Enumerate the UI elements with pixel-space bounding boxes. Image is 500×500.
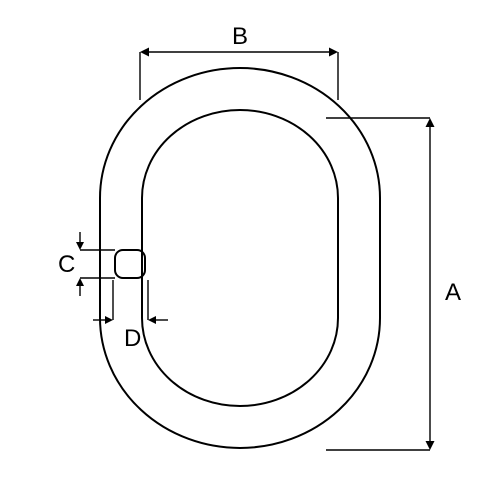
dimension-b [140,48,338,101]
attachment-nut [115,250,145,278]
dimension-diagram: A B C D [0,0,500,500]
label-c: C [58,251,75,278]
dimension-d [93,280,168,324]
label-a: A [445,279,461,306]
label-d: D [124,325,141,352]
label-b: B [232,23,248,50]
dimension-c [76,232,115,296]
ring-inner-outline [142,110,338,406]
